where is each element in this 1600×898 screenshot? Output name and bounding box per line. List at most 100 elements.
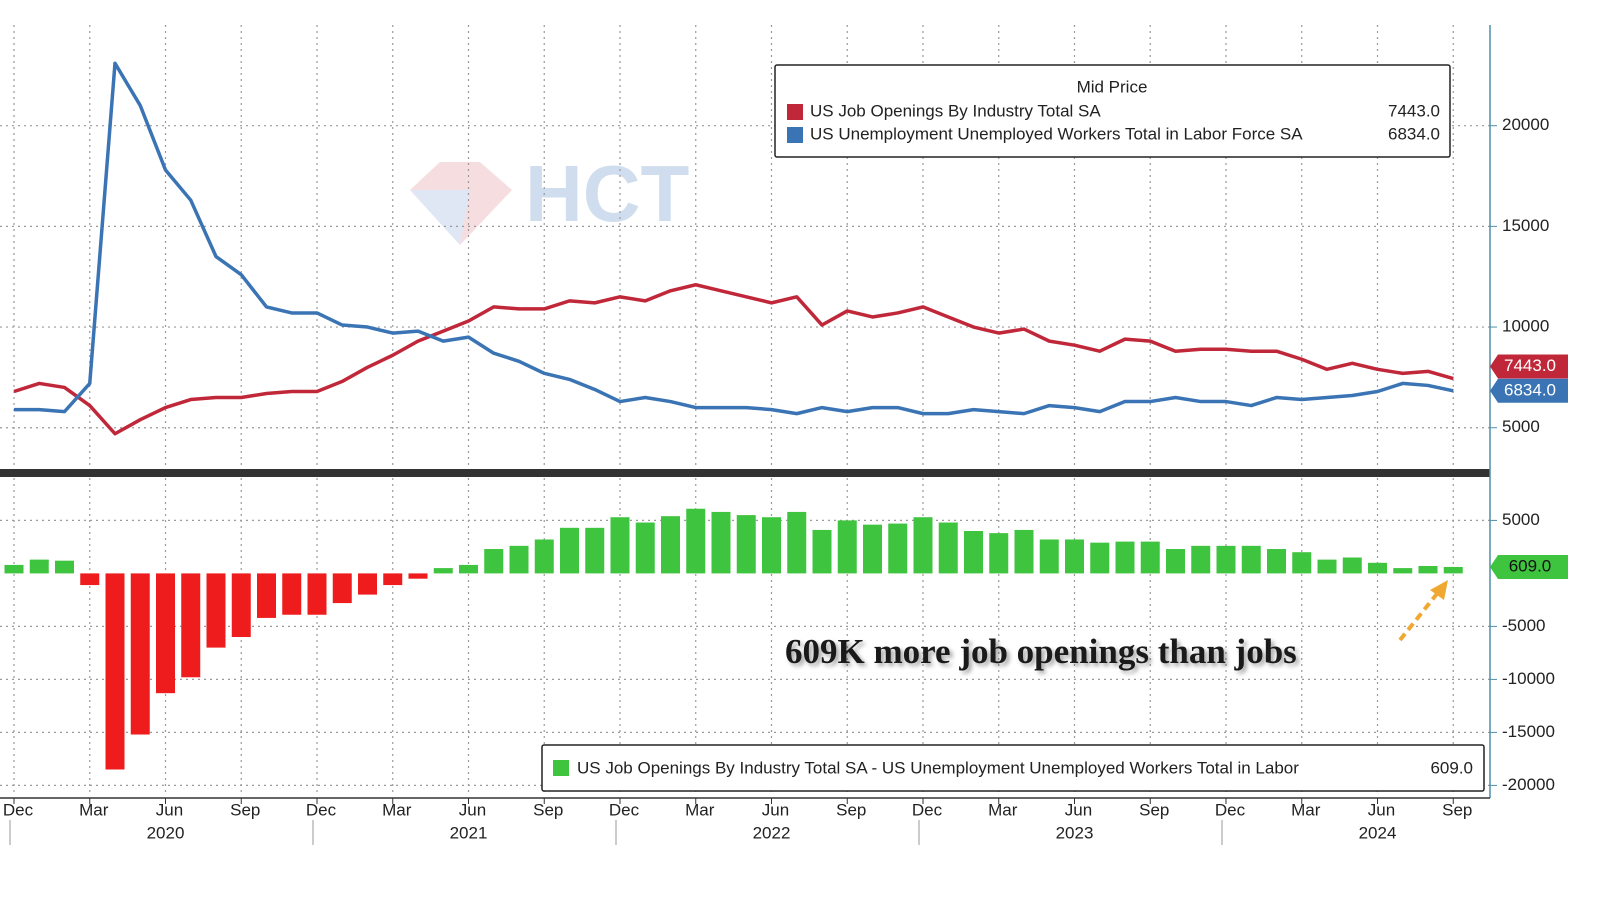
legend-box — [541, 744, 1485, 792]
bar — [282, 573, 302, 615]
x-tick-label: Dec — [609, 800, 640, 819]
legend-label: US Job Openings By Industry Total SA - U… — [577, 758, 1299, 777]
bar — [29, 559, 49, 574]
bar — [459, 564, 478, 574]
x-tick-label: Jun — [156, 800, 183, 819]
legend-swatch — [787, 127, 803, 143]
x-tick-label: Mar — [382, 800, 412, 819]
bar — [1166, 549, 1185, 574]
x-tick-label: Sep — [1442, 800, 1472, 819]
legend-title: Mid Price — [1077, 77, 1148, 96]
bar — [560, 527, 579, 574]
x-tick-label: Jun — [1065, 800, 1092, 819]
bar — [1115, 541, 1135, 574]
y-tick-label: 15000 — [1502, 216, 1549, 235]
value-tag — [1490, 354, 1568, 379]
legend-swatch — [553, 760, 569, 776]
legend-value: 7443.0 — [1388, 101, 1440, 120]
panel-divider — [0, 469, 1490, 477]
bar — [206, 573, 226, 648]
line-series — [14, 61, 1454, 416]
bar — [80, 573, 100, 586]
bar — [1368, 562, 1387, 574]
y-tick-label: 10000 — [1502, 317, 1549, 336]
bar — [1267, 549, 1286, 574]
x-tick-label: Mar — [79, 800, 109, 819]
bar — [105, 573, 125, 770]
x-tick-label: Jun — [459, 800, 486, 819]
x-tick-label: Mar — [988, 800, 1018, 819]
bar — [534, 539, 554, 574]
bar — [433, 568, 453, 574]
bar — [181, 573, 201, 678]
annotation: 609K more job openings than jobs — [785, 632, 1297, 671]
y-tick-label: -5000 — [1502, 616, 1545, 635]
bar — [837, 520, 857, 574]
bar — [661, 516, 680, 574]
bar — [1418, 565, 1438, 574]
bar — [762, 517, 781, 574]
value-tag-label: 6834.0 — [1504, 380, 1556, 399]
legend-value: 609.0 — [1430, 758, 1473, 777]
bar — [812, 529, 832, 574]
x-tick-label: Dec — [912, 800, 943, 819]
value-tag — [1490, 378, 1568, 403]
x-tick-label: Sep — [836, 800, 866, 819]
bar — [231, 573, 251, 637]
bar — [4, 564, 24, 574]
bar — [1039, 539, 1059, 574]
y-tick-label: -15000 — [1502, 722, 1555, 741]
bar — [585, 527, 605, 574]
bar — [130, 573, 150, 735]
bar — [1014, 529, 1034, 574]
bar — [307, 573, 327, 615]
x-tick-label: Dec — [3, 800, 34, 819]
y-tick-label: -10000 — [1502, 669, 1555, 688]
x-tick-label: Dec — [1215, 800, 1246, 819]
value-tag — [1490, 554, 1568, 579]
bar — [736, 515, 756, 574]
legend-label: US Job Openings By Industry Total SA — [810, 101, 1101, 120]
bar — [863, 524, 882, 574]
x-group-label: 2021 — [450, 823, 488, 842]
bar — [1292, 552, 1312, 574]
bar — [610, 517, 630, 574]
bar — [938, 522, 958, 574]
annotation-arrow — [1398, 588, 1442, 642]
x-tick-label: Jun — [1368, 800, 1395, 819]
legend-label: US Unemployment Unemployed Workers Total… — [810, 124, 1303, 143]
legend-swatch — [787, 104, 803, 120]
legend-value: 6834.0 — [1388, 124, 1440, 143]
y-tick-label: 20000 — [1502, 115, 1549, 134]
line-series — [13, 283, 1454, 436]
bar — [711, 511, 731, 574]
bar — [1065, 539, 1084, 574]
bar — [484, 549, 504, 574]
bar — [358, 573, 377, 595]
bar — [686, 508, 706, 574]
x-tick-label: Mar — [685, 800, 715, 819]
bar — [989, 533, 1009, 574]
bar — [1393, 568, 1413, 574]
x-group-label: 2022 — [753, 823, 791, 842]
bar — [383, 573, 403, 586]
bar — [1216, 545, 1236, 574]
x-tick-label: Mar — [1291, 800, 1321, 819]
value-tag-label: 609.0 — [1509, 556, 1552, 575]
y-tick-label: 5000 — [1502, 417, 1540, 436]
bar — [635, 522, 655, 574]
bar — [332, 573, 352, 604]
x-group-label: 2024 — [1359, 823, 1397, 842]
watermark: HCT — [525, 149, 690, 238]
x-group-label: 2023 — [1056, 823, 1094, 842]
bar — [1317, 559, 1337, 574]
bar — [1090, 542, 1110, 574]
x-tick-label: Jun — [762, 800, 789, 819]
bar — [913, 517, 933, 574]
bar — [55, 560, 74, 574]
bar — [1241, 545, 1261, 574]
legend-box — [774, 64, 1451, 158]
bar — [1191, 545, 1211, 574]
bar — [964, 531, 983, 574]
